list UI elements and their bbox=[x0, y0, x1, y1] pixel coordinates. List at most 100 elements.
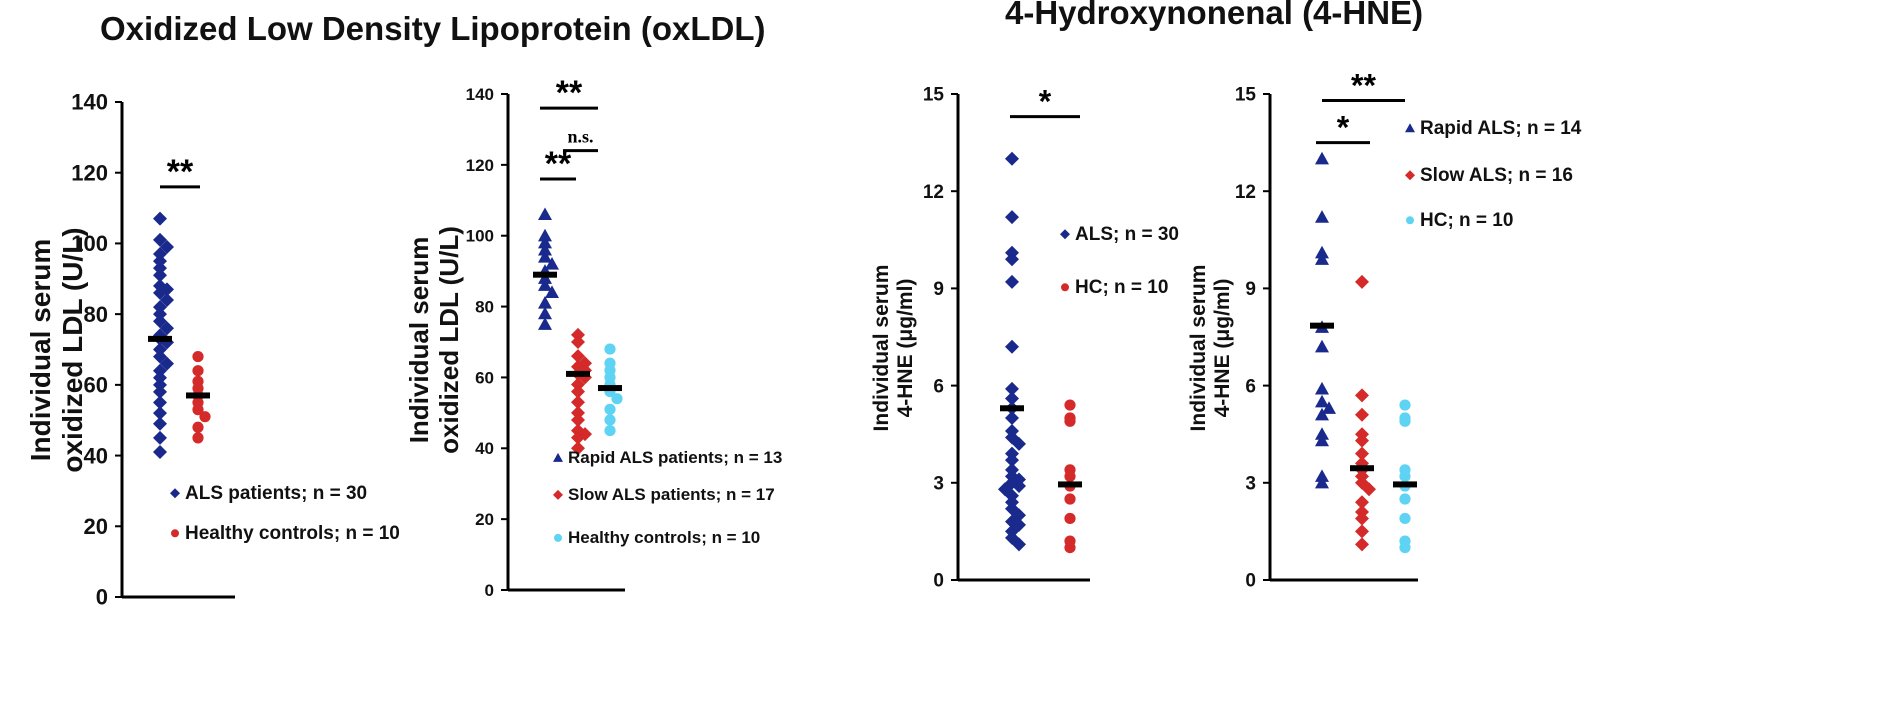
data-point bbox=[538, 296, 552, 309]
data-point bbox=[1399, 470, 1411, 482]
data-point bbox=[571, 384, 585, 399]
significance-label: * bbox=[1337, 110, 1350, 146]
y-tick-label: 9 bbox=[1245, 279, 1256, 300]
data-point bbox=[604, 414, 616, 426]
y-tick-label: 0 bbox=[485, 581, 494, 600]
data-point bbox=[160, 321, 174, 336]
data-point bbox=[199, 411, 211, 423]
data-point bbox=[1064, 512, 1076, 525]
data-point bbox=[1005, 274, 1019, 289]
data-point bbox=[153, 363, 167, 378]
data-point bbox=[153, 254, 167, 269]
data-point bbox=[1005, 391, 1019, 406]
data-point bbox=[1355, 537, 1369, 552]
data-point bbox=[160, 239, 174, 254]
data-point bbox=[1005, 210, 1019, 225]
y-tick-label: 15 bbox=[923, 85, 945, 106]
median-bar bbox=[186, 392, 210, 399]
data-point bbox=[153, 307, 167, 322]
y-tick-label: 20 bbox=[475, 510, 494, 529]
data-point bbox=[1399, 542, 1411, 554]
legend-label: Healthy controls; n = 10 bbox=[185, 523, 400, 544]
y-tick-label: 140 bbox=[466, 85, 494, 104]
data-point bbox=[1399, 512, 1411, 525]
y-tick-label: 60 bbox=[84, 373, 108, 398]
data-point bbox=[1355, 446, 1369, 461]
y-tick-label: 100 bbox=[71, 231, 108, 256]
data-point bbox=[1355, 524, 1369, 539]
y-tick-label: 80 bbox=[84, 302, 108, 327]
data-point bbox=[1355, 433, 1369, 448]
median-bar bbox=[148, 335, 172, 342]
legend-label: ALS; n = 30 bbox=[1075, 224, 1179, 245]
legend-marker bbox=[1060, 229, 1070, 240]
data-point bbox=[611, 393, 623, 405]
data-point bbox=[538, 249, 552, 263]
data-point bbox=[1315, 245, 1329, 259]
data-point bbox=[153, 370, 167, 385]
chart-title-right: 4-Hydroxynonenal (4-HNE) bbox=[1005, 0, 1424, 31]
data-point bbox=[1315, 339, 1329, 353]
y-tick-label: 0 bbox=[96, 585, 108, 610]
data-point bbox=[571, 349, 585, 364]
data-point bbox=[153, 261, 167, 276]
data-point bbox=[153, 247, 167, 262]
y-tick-label: 6 bbox=[933, 376, 944, 397]
data-point bbox=[1315, 381, 1329, 395]
data-point bbox=[1355, 407, 1369, 422]
data-point bbox=[1399, 493, 1411, 505]
data-point bbox=[153, 232, 167, 247]
data-point bbox=[160, 293, 174, 307]
data-point bbox=[571, 412, 585, 427]
data-point bbox=[1005, 453, 1019, 468]
data-point bbox=[1315, 151, 1329, 165]
data-point bbox=[571, 441, 585, 456]
data-point bbox=[545, 257, 559, 270]
data-point bbox=[1064, 399, 1076, 411]
data-point bbox=[153, 384, 167, 399]
data-point bbox=[604, 343, 616, 355]
data-point bbox=[571, 405, 585, 420]
data-point bbox=[1005, 411, 1019, 425]
data-point bbox=[1005, 339, 1019, 354]
data-point bbox=[1064, 470, 1076, 482]
data-point bbox=[604, 403, 616, 415]
legend-marker bbox=[553, 452, 563, 462]
data-point bbox=[571, 395, 585, 410]
data-point bbox=[1315, 407, 1329, 421]
legend-marker bbox=[1405, 170, 1415, 181]
significance-label: ** bbox=[556, 74, 583, 112]
data-point bbox=[1315, 210, 1329, 223]
data-point bbox=[538, 278, 552, 291]
data-point bbox=[1355, 495, 1369, 510]
y-tick-label: 6 bbox=[1245, 376, 1256, 397]
data-point bbox=[153, 314, 167, 329]
data-point bbox=[1355, 388, 1369, 403]
data-point bbox=[1355, 511, 1369, 526]
data-point bbox=[1064, 542, 1076, 554]
significance-label: ** bbox=[545, 145, 572, 183]
data-point bbox=[1064, 415, 1076, 427]
y-tick-label: 0 bbox=[933, 571, 944, 592]
data-point bbox=[1315, 427, 1329, 440]
data-point bbox=[153, 300, 167, 315]
data-point bbox=[1315, 475, 1329, 489]
data-point bbox=[571, 377, 585, 392]
median-bar bbox=[566, 370, 590, 377]
legend-marker bbox=[553, 489, 563, 500]
y-tick-label: 140 bbox=[71, 90, 108, 115]
data-point bbox=[1064, 493, 1076, 505]
y-tick-label: 60 bbox=[475, 368, 494, 387]
data-point bbox=[160, 356, 174, 371]
y-tick-label: 12 bbox=[1235, 182, 1256, 203]
data-point bbox=[153, 285, 167, 300]
data-point bbox=[1355, 274, 1369, 289]
data-point bbox=[571, 430, 585, 445]
median-bar bbox=[1000, 405, 1024, 412]
data-point bbox=[604, 424, 616, 437]
data-point bbox=[1012, 537, 1026, 552]
legend-label: ALS patients; n = 30 bbox=[185, 483, 367, 504]
data-point bbox=[153, 416, 167, 431]
data-point bbox=[571, 335, 585, 349]
data-point bbox=[153, 349, 167, 364]
